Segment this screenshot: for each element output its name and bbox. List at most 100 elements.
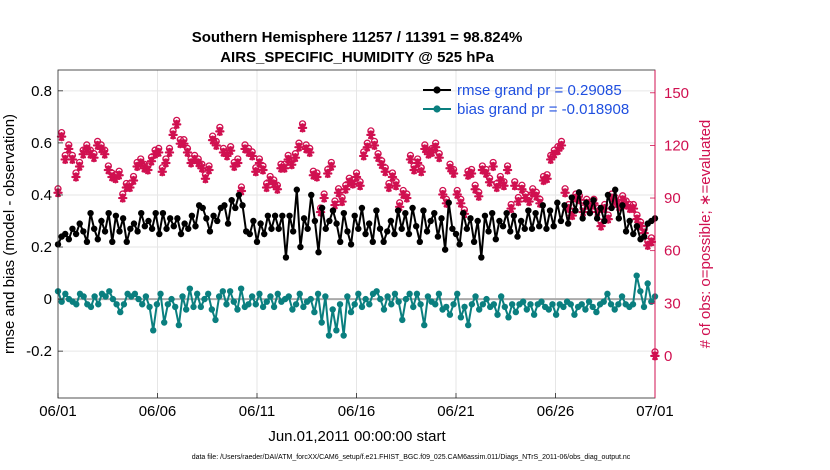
rmse-point [257, 220, 264, 227]
bias-point [406, 290, 413, 298]
rmse-point [532, 209, 539, 217]
bias-point [344, 293, 351, 300]
bias-point [113, 301, 120, 308]
bias-point [58, 298, 65, 305]
rmse-point [192, 222, 199, 230]
bias-point [325, 332, 333, 339]
rmse-point [431, 209, 438, 217]
y-right-tick-label: 60 [664, 243, 681, 260]
rmse-point [420, 207, 427, 214]
bias-point [600, 298, 607, 305]
obs-evaluated-point [312, 172, 322, 182]
obs-evaluated-point [64, 144, 74, 154]
bias-point [307, 295, 314, 303]
obs-evaluated-point [362, 142, 372, 152]
bias-point [168, 295, 175, 303]
bias-point [465, 321, 472, 329]
bias-point [226, 288, 234, 295]
bias-point [589, 303, 596, 311]
bias-point [322, 293, 329, 300]
bias-point [549, 301, 556, 308]
obs-evaluated-point [164, 147, 175, 158]
bias-point [215, 293, 223, 300]
obs-evaluated-point [243, 147, 254, 158]
rmse-point [344, 228, 351, 235]
bias-point [355, 290, 362, 298]
bias-point [358, 303, 366, 311]
bias-point [519, 298, 527, 305]
obs-evaluated-point [319, 193, 329, 203]
obs-evaluated-point [153, 147, 164, 158]
obs-evaluated-point [305, 147, 315, 158]
rmse-point [452, 230, 460, 238]
bias-point [424, 293, 432, 300]
bias-point [388, 301, 395, 308]
rmse-point [304, 225, 311, 232]
rmse-point [275, 225, 282, 232]
rmse-point [311, 217, 319, 225]
obs-evaluated-point [287, 160, 297, 170]
obs-evaluated-point [82, 144, 92, 154]
bias-point [230, 298, 238, 305]
bias-point [373, 288, 380, 295]
rmse-point [423, 228, 431, 235]
rmse-point [384, 228, 391, 235]
obs-evaluated-point [247, 151, 257, 161]
bias-point [153, 301, 161, 308]
rmse-point [318, 204, 326, 212]
bias-point [248, 293, 256, 300]
bias-point [472, 293, 479, 300]
bias-point [552, 311, 560, 318]
bias-point [443, 303, 450, 311]
x-tick-label: 07/01 [636, 403, 674, 420]
rmse-point [373, 207, 380, 214]
bias-point [223, 301, 230, 308]
obs-evaluated-point [297, 123, 308, 133]
obs-evaluated-point [596, 221, 606, 231]
legend-bias-label: bias grand pr = -0.018908 [457, 101, 629, 118]
rmse-point [199, 204, 206, 212]
bias-point [263, 298, 270, 305]
rmse-point [289, 228, 297, 235]
rmse-point [394, 207, 402, 214]
bias-point [410, 303, 417, 311]
bias-point [483, 295, 490, 303]
y-left-tick-label: 0.8 [31, 83, 52, 100]
rmse-point [590, 196, 597, 204]
bias-point [454, 290, 461, 298]
bias-point [523, 306, 531, 313]
bias-point [413, 290, 421, 298]
rmse-point [329, 207, 337, 214]
rmse-point [123, 238, 130, 246]
rmse-point [87, 209, 94, 217]
legend-bias-marker [433, 105, 441, 113]
rmse-point [235, 191, 243, 199]
bias-point [417, 301, 424, 308]
rmse-point [170, 222, 177, 230]
rmse-point [119, 215, 127, 222]
rmse-point [463, 225, 471, 232]
bias-point [629, 301, 637, 308]
rmse-point [264, 212, 272, 219]
x-tick-label: 06/01 [39, 403, 77, 420]
rmse-point [376, 225, 384, 232]
bias-point [259, 303, 267, 311]
rmse-point [416, 238, 424, 246]
rmse-point [326, 217, 333, 225]
rmse-point [98, 217, 105, 225]
obs-evaluated-point [366, 130, 376, 140]
obs-evaluated-point [56, 131, 67, 142]
y-right-tick-label: 90 [664, 190, 681, 207]
bias-point [197, 303, 205, 311]
obs-evaluated-point [279, 163, 290, 173]
rmse-point [405, 230, 413, 238]
bias-point [446, 311, 454, 318]
rmse-point [612, 186, 619, 193]
bias-point [274, 290, 281, 298]
rmse-point [514, 233, 521, 240]
bias-point [618, 293, 626, 300]
rmse-point [65, 236, 73, 243]
rmse-point [300, 215, 308, 222]
rmse-point [148, 225, 156, 232]
